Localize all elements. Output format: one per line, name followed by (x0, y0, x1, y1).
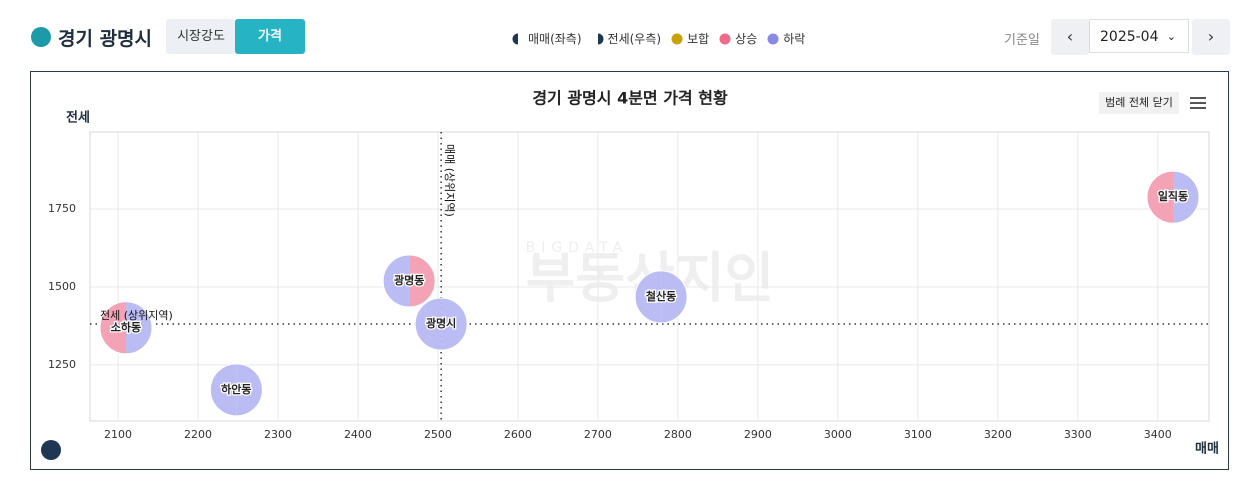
y-tick-label: 1750 (48, 202, 76, 215)
x-tick-label: 2100 (104, 428, 132, 441)
x-tick-label: 3000 (824, 428, 852, 441)
plot-area (89, 131, 1210, 422)
date-select[interactable]: 2025-04 ⌄ (1089, 19, 1189, 53)
x-tick-label: 2200 (184, 428, 212, 441)
x-tick-label: 3300 (1064, 428, 1092, 441)
y-tick-label: 1500 (48, 280, 76, 293)
legend-swatch (719, 33, 731, 44)
next-button[interactable]: › (1192, 19, 1230, 55)
legend-text: 보합 (687, 32, 710, 46)
x-tick-label: 2900 (744, 428, 772, 441)
legend-swatch (597, 33, 604, 44)
header: 경기 광명시 시장강도 가격 매매(좌측) 전세(우측) 보합 상승 하락 기준일 ‹ … (0, 18, 1238, 56)
tab[interactable]: 시장강도 (166, 19, 236, 54)
x-tick-label: 3100 (904, 428, 932, 441)
x-tick-label: 3200 (984, 428, 1012, 441)
bubble-outline (382, 254, 436, 308)
legend-item[interactable]: 매매(좌측) (512, 30, 582, 47)
legend-button-text: 범례 전체 닫기 (1105, 96, 1173, 109)
bubble-label: 광명시 (426, 316, 456, 330)
bubble-left (1147, 171, 1174, 224)
bubble-outline (209, 363, 263, 417)
watermark-top: BIGDATA (526, 240, 629, 256)
bubble-label: 하안동 (221, 382, 251, 396)
bubble-left (383, 255, 410, 308)
bubble-left (415, 298, 442, 351)
chart-frame (30, 71, 1229, 470)
bubble-outline (414, 297, 468, 351)
legend-text: 매매(좌측) (528, 32, 582, 46)
x-tick-label: 2500 (424, 428, 452, 441)
legend-text: 하락 (783, 32, 806, 46)
legend-icon (512, 33, 518, 44)
legend-text: 전세(우측) (607, 32, 662, 46)
legend-item[interactable]: 상승 (719, 30, 757, 47)
legend-button[interactable] (1099, 92, 1179, 114)
reference-label: 전세 (상위지역) (100, 309, 173, 322)
chart-title: 경기 광명시 4분면 가격 현황 (532, 89, 728, 108)
bubble-left (635, 270, 662, 323)
date-value: 2025-04 (1100, 29, 1159, 45)
date-label: 기준일 (1004, 33, 1040, 48)
x-axis-label: 매매 (1195, 442, 1219, 457)
legend: 매매(좌측) 전세(우측) 보합 상승 하락 (512, 30, 805, 47)
legend-icon (597, 33, 604, 44)
legend-swatch (512, 33, 518, 44)
bubble-outline (634, 270, 688, 324)
bubble-label: 일직동 (1158, 189, 1188, 203)
bubble-outline (1146, 170, 1200, 224)
bubble-right (661, 270, 688, 323)
x-tick-label: 2300 (264, 428, 292, 441)
region-title: 경기 광명시 (58, 28, 153, 50)
legend-swatch (671, 33, 683, 44)
x-tick-label: 3400 (1144, 428, 1172, 441)
bubble-label: 광명동 (394, 273, 424, 287)
legend-item[interactable]: 보합 (671, 30, 709, 47)
bubble-label: 철산동 (646, 289, 676, 303)
watermark: 부동산지인 (526, 247, 774, 310)
legend-item[interactable]: 하락 (767, 30, 805, 47)
legend-icon (671, 33, 683, 44)
menu-icon[interactable] (1190, 97, 1206, 109)
reference-label: 매매 (상위지역) (443, 144, 456, 217)
logo (31, 27, 51, 47)
legend-swatch (767, 33, 779, 44)
bubble-right (1173, 171, 1200, 224)
bubble-right (236, 363, 263, 416)
y-tick-label: 1250 (48, 358, 76, 371)
prev-button[interactable]: ‹ (1051, 19, 1089, 55)
footer-logo (41, 440, 61, 460)
bubble-right (441, 298, 468, 351)
bubble-left (99, 301, 126, 354)
bubble-outline (99, 301, 153, 355)
x-tick-label: 2800 (664, 428, 692, 441)
legend-icon (767, 33, 779, 44)
legend-icon (719, 33, 731, 44)
bubble-right (125, 301, 152, 354)
bubble-right (409, 255, 436, 308)
x-tick-label: 2400 (344, 428, 372, 441)
legend-item[interactable]: 전세(우측) (592, 30, 662, 47)
y-axis-label: 전세 (66, 110, 90, 126)
x-tick-label: 2700 (584, 428, 612, 441)
tab-active[interactable]: 가격 (235, 19, 305, 54)
x-tick-label: 2600 (504, 428, 532, 441)
bubble-left (210, 363, 237, 416)
bubble-label: 소하동 (111, 320, 141, 334)
legend-text: 상승 (735, 32, 758, 46)
